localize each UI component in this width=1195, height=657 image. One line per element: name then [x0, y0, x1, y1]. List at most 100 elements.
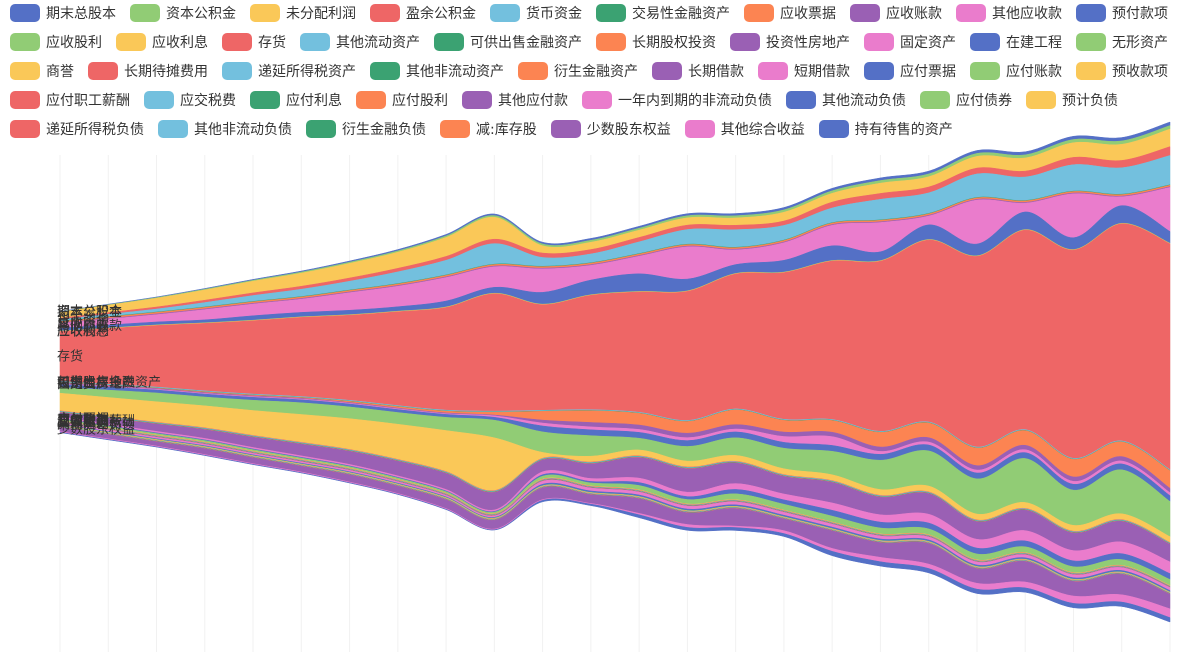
legend-item[interactable]: 未分配利润	[249, 3, 356, 23]
legend-swatch-icon	[919, 91, 950, 109]
legend-swatch-icon	[439, 120, 470, 138]
legend-item[interactable]: 短期借款	[757, 61, 850, 81]
legend-item[interactable]: 存货	[221, 32, 286, 52]
legend-swatch-icon	[969, 62, 1000, 80]
legend-label: 应付债券	[955, 93, 1012, 109]
legend-item[interactable]: 递延所得税负债	[10, 119, 144, 139]
legend-item[interactable]: 衍生金融负债	[305, 119, 426, 139]
legend-label: 其他非流动资产	[405, 64, 504, 80]
legend-swatch-icon	[433, 33, 464, 51]
legend-item[interactable]: 资本公积金	[129, 3, 236, 23]
legend-item[interactable]: 应付债券	[919, 90, 1012, 110]
legend-item[interactable]: 货币资金	[489, 3, 582, 23]
legend-swatch-icon	[969, 33, 1000, 51]
legend-swatch-icon	[87, 62, 118, 80]
legend-label: 应付账款	[1005, 64, 1062, 80]
legend-label: 其他流动负债	[821, 93, 906, 109]
legend-item[interactable]: 应付股利	[355, 90, 448, 110]
legend-item[interactable]: 其他综合收益	[684, 119, 805, 139]
legend-item[interactable]: 应收股利	[10, 32, 102, 52]
legend-item[interactable]: 持有待售的资产	[818, 119, 953, 139]
legend-label: 长期待摊费用	[123, 64, 208, 80]
legend-item[interactable]: 其他应收款	[955, 3, 1062, 23]
legend-swatch-icon	[955, 4, 986, 22]
legend-item[interactable]: 期末总股本	[10, 3, 116, 23]
legend-swatch-icon	[143, 91, 174, 109]
legend-item[interactable]: 其他流动资产	[299, 32, 420, 52]
legend-swatch-icon	[249, 4, 280, 22]
legend-item[interactable]: 投资性房地产	[729, 32, 850, 52]
series-label: 应付票据	[57, 411, 109, 427]
legend-swatch-icon	[10, 4, 40, 22]
legend-item[interactable]: 长期股权投资	[595, 32, 716, 52]
legend-item[interactable]: 一年内到期的非流动负债	[581, 90, 772, 110]
series-labels: 期末总股本资本公积金货币资金应收账款其他应收款应收股利应收利息存货可供出售金融资…	[57, 304, 161, 437]
legend-item[interactable]: 固定资产	[863, 32, 956, 52]
legend-label: 存货	[257, 35, 286, 51]
legend-item[interactable]: 衍生金融资产	[517, 61, 638, 81]
legend-item[interactable]: 长期待摊费用	[87, 61, 208, 81]
legend-label: 投资性房地产	[765, 35, 850, 51]
legend-label: 其他非流动负债	[193, 122, 292, 138]
legend-label: 未分配利润	[285, 6, 356, 22]
legend-item[interactable]: 应收账款	[849, 3, 942, 23]
stream-layer[interactable]	[59, 432, 1171, 623]
legend-swatch-icon	[595, 33, 626, 51]
legend-label: 商誉	[46, 64, 74, 80]
legend-label: 应付股利	[391, 93, 448, 109]
legend-item[interactable]: 在建工程	[969, 32, 1062, 52]
legend-item[interactable]: 预付款项	[1075, 3, 1168, 23]
series-label: 应付账款	[57, 412, 109, 428]
legend-item[interactable]: 长期借款	[651, 61, 744, 81]
legend-swatch-icon	[651, 62, 682, 80]
legend-item[interactable]: 应付利息	[249, 90, 342, 110]
legend-swatch-icon	[729, 33, 760, 51]
legend-swatch-icon	[1075, 62, 1106, 80]
legend-label: 应收利息	[151, 35, 208, 51]
legend-swatch-icon	[517, 62, 548, 80]
legend-item[interactable]: 应收票据	[743, 3, 836, 23]
series-label: 应交税费	[57, 414, 109, 430]
legend-item[interactable]: 应付账款	[969, 61, 1062, 81]
legend-item[interactable]: 少数股东权益	[550, 119, 671, 139]
legend-swatch-icon	[299, 33, 330, 51]
series-label: 其他流动负债	[57, 418, 135, 433]
legend-label: 递延所得税资产	[257, 64, 356, 80]
legend-item[interactable]: 无形资产	[1075, 32, 1168, 52]
legend-item[interactable]: 商誉	[10, 61, 74, 81]
legend-item[interactable]: 应付票据	[863, 61, 956, 81]
legend-label: 其他流动资产	[335, 35, 420, 51]
legend-item[interactable]: 减:库存股	[439, 119, 537, 139]
legend-item[interactable]: 盈余公积金	[369, 3, 476, 23]
legend-swatch-icon	[757, 62, 788, 80]
series-label: 应付职工薪酬	[57, 413, 135, 429]
legend-item[interactable]: 应交税费	[143, 90, 236, 110]
legend-item[interactable]: 递延所得税资产	[221, 61, 356, 81]
legend-item[interactable]: 其他非流动负债	[157, 119, 292, 139]
legend-label: 减:库存股	[475, 122, 537, 138]
series-label: 期末总股本	[57, 305, 122, 320]
legend-label: 其他应付款	[497, 93, 568, 109]
legend-label: 货币资金	[525, 6, 582, 22]
legend-item[interactable]: 应收利息	[115, 32, 208, 52]
legend-label: 预收款项	[1111, 64, 1168, 80]
legend-item[interactable]: 预收款项	[1075, 61, 1168, 81]
legend-item[interactable]: 可供出售金融资产	[433, 32, 582, 52]
legend-label: 衍生金融负债	[341, 122, 426, 138]
legend-label: 应收账款	[885, 6, 942, 22]
legend-swatch-icon	[581, 91, 612, 109]
stream-layers	[59, 121, 1171, 623]
legend-swatch-icon	[10, 120, 40, 138]
series-label: 应收股利	[57, 323, 109, 339]
legend-item[interactable]: 预计负债	[1025, 90, 1118, 110]
legend-label: 少数股东权益	[586, 122, 671, 138]
legend-swatch-icon	[743, 4, 774, 22]
legend-item[interactable]: 其他应付款	[461, 90, 568, 110]
legend-item[interactable]: 交易性金融资产	[595, 3, 730, 23]
legend-item[interactable]: 其他非流动资产	[369, 61, 504, 81]
legend-swatch-icon	[818, 120, 849, 138]
legend-item[interactable]: 其他流动负债	[785, 90, 906, 110]
series-label: 预收款项	[57, 414, 109, 429]
legend-item[interactable]: 应付职工薪酬	[10, 90, 130, 110]
